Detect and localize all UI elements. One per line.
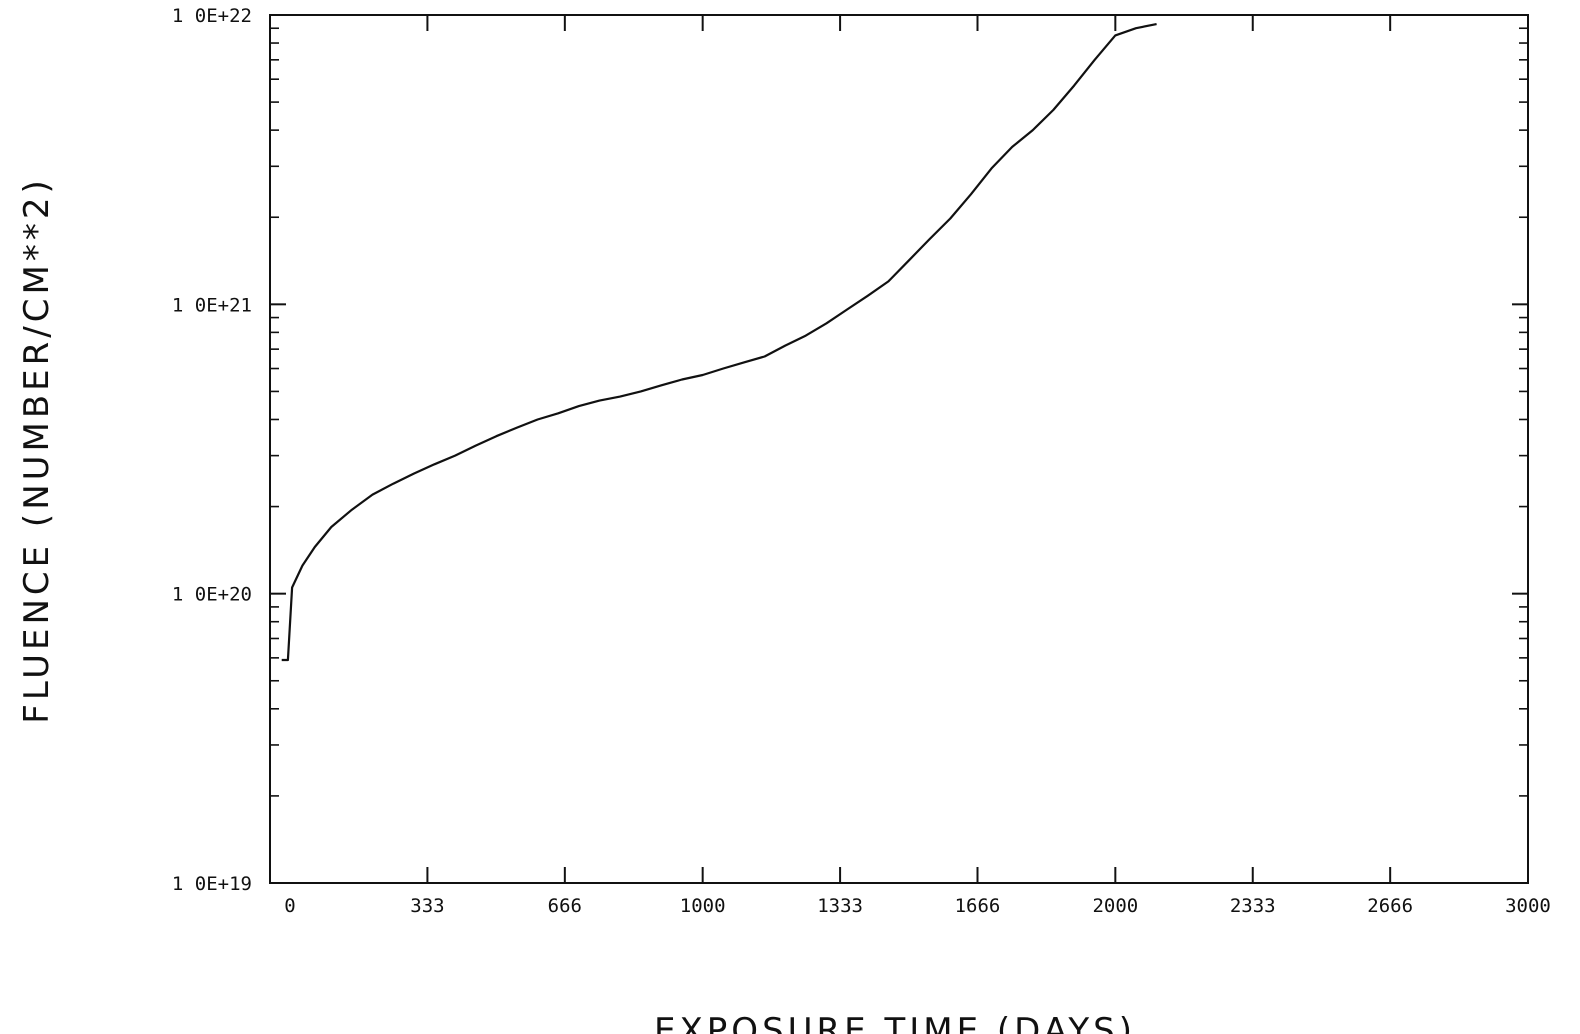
plot-frame xyxy=(269,14,1529,884)
y-axis-title: FLUENCE (NUMBER/CM**2) xyxy=(17,176,57,723)
x-tick-label: 3000 xyxy=(1505,895,1551,917)
x-tick-label: 1333 xyxy=(817,895,863,917)
y-tick-label: 1 0E+22 xyxy=(172,5,252,27)
y-tick-label: 1 0E+20 xyxy=(172,584,252,606)
x-tick-label: 1666 xyxy=(955,895,1001,917)
x-tick-label: 666 xyxy=(548,895,582,917)
y-axis-ticks xyxy=(270,14,1528,884)
x-axis-tick-labels: 0 333 666 1000 1333 1666 2000 2333 2666 3000 xyxy=(284,895,1551,917)
y-axis-tick-labels: 1 0E+19 1 0E+20 1 0E+21 1 0E+22 xyxy=(172,5,252,895)
x-tick-label: 2666 xyxy=(1367,895,1413,917)
x-axis-title: EXPOSURE TIME (DAYS) xyxy=(654,1011,1136,1034)
y-tick-label: 1 0E+21 xyxy=(172,294,252,316)
x-tick-label: 1000 xyxy=(680,895,726,917)
x-axis-ticks xyxy=(426,15,1392,883)
y-tick-label: 1 0E+19 xyxy=(172,873,252,895)
x-tick-label: 0 xyxy=(284,895,295,917)
x-tick-label: 333 xyxy=(410,895,444,917)
fluence-curve xyxy=(281,23,1157,662)
x-tick-label: 2333 xyxy=(1230,895,1276,917)
x-tick-label: 2000 xyxy=(1092,895,1138,917)
